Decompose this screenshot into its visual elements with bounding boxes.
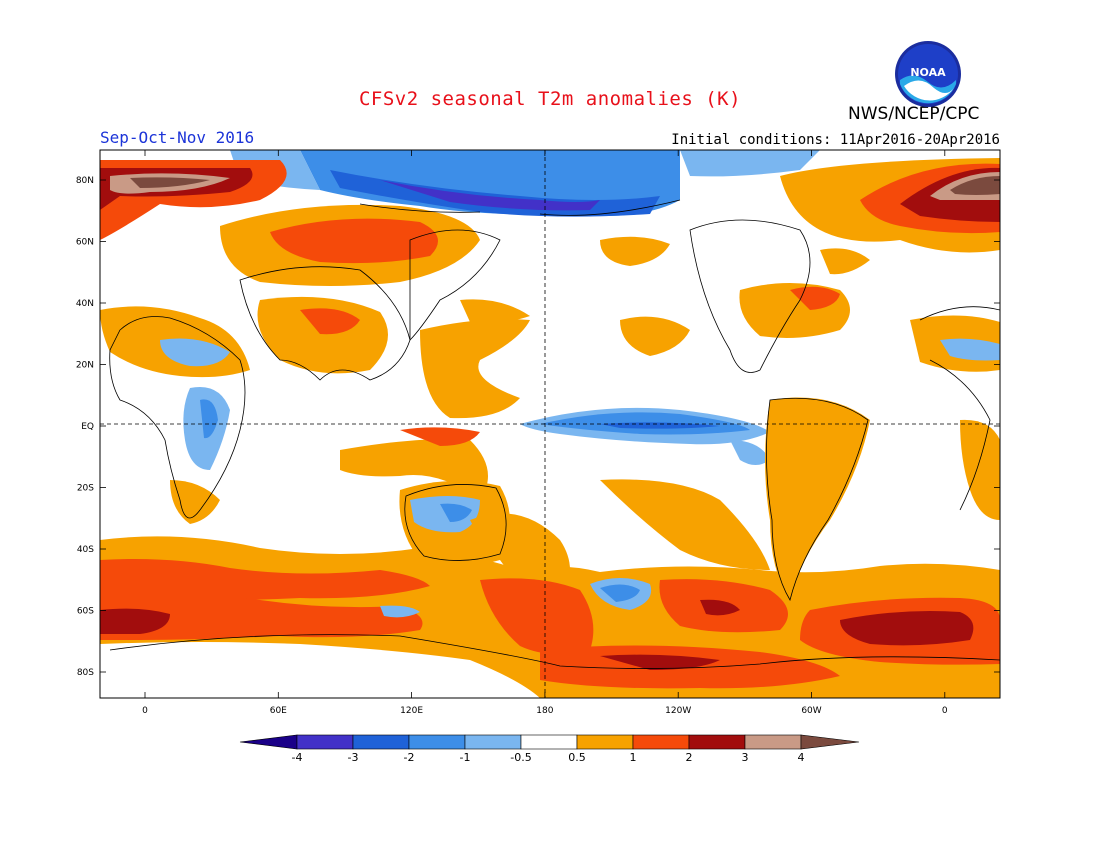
latitude-label: 20N [76,361,94,371]
colorbar-tick-label: -2 [404,751,415,764]
colorbar-segment [520,734,578,750]
longitude-label: 0 [142,706,148,716]
colorbar-segment [296,734,354,750]
colorbar-tick-label: 1 [630,751,637,764]
latitude-axis: 80N 60N 40N 20N EQ 20S 40S 60S 80S [76,176,1000,678]
longitude-label: 60E [270,706,287,716]
map-frame [99,149,1001,699]
colorbar-tick-label: 2 [686,751,693,764]
latitude-label: 80N [76,176,94,186]
noaa-logo-text: NOAA [910,66,946,79]
map-title: CFSv2 seasonal T2m anomalies (K) [358,88,742,110]
latitude-label: 60S [77,607,94,617]
colorbar-segment [632,734,690,750]
colorbar-tick-label: -4 [292,751,303,764]
colorbar-tick-label: 4 [798,751,805,764]
latitude-label: 40N [76,299,94,309]
latitude-label: 40S [77,545,94,555]
longitude-label: 60W [801,706,821,716]
latitude-label: 60N [76,238,94,248]
longitude-axis: 0 60E 120E 180 120W 60W 0 [142,150,948,716]
noaa-logo-icon: NOAA [895,41,961,107]
coastlines [109,199,1000,669]
colorbar-tick-label: -0.5 [510,751,531,764]
season-label: Sep-Oct-Nov 2016 [100,128,255,147]
latitude-label: 80S [77,668,94,678]
longitude-label: 180 [536,706,553,716]
colorbar-segment [800,734,860,750]
agency-label: NWS/NCEP/CPC [848,104,980,124]
colorbar-segment [239,734,298,750]
latitude-label: 20S [77,484,94,494]
longitude-label: 0 [942,706,948,716]
longitude-label: 120W [665,706,691,716]
latitude-label: EQ [81,422,94,432]
colorbar-tick-label: -3 [348,751,359,764]
colorbar-segment [352,734,410,750]
colorbar-tick-label: -1 [460,751,471,764]
initial-conditions-label: Initial conditions: 11Apr2016-20Apr2016 [671,132,1000,148]
colorbar-tick-label: 3 [742,751,749,764]
colorbar-segment [744,734,802,750]
colorbar: -4 -3 -2 -1 -0.5 0.5 1 2 3 4 [239,734,860,764]
colorbar-segment [576,734,634,750]
longitude-label: 120E [400,706,423,716]
colorbar-segment [688,734,746,750]
colorbar-segment [408,734,466,750]
colorbar-tick-label: 0.5 [568,751,586,764]
colorbar-segment [464,734,522,750]
